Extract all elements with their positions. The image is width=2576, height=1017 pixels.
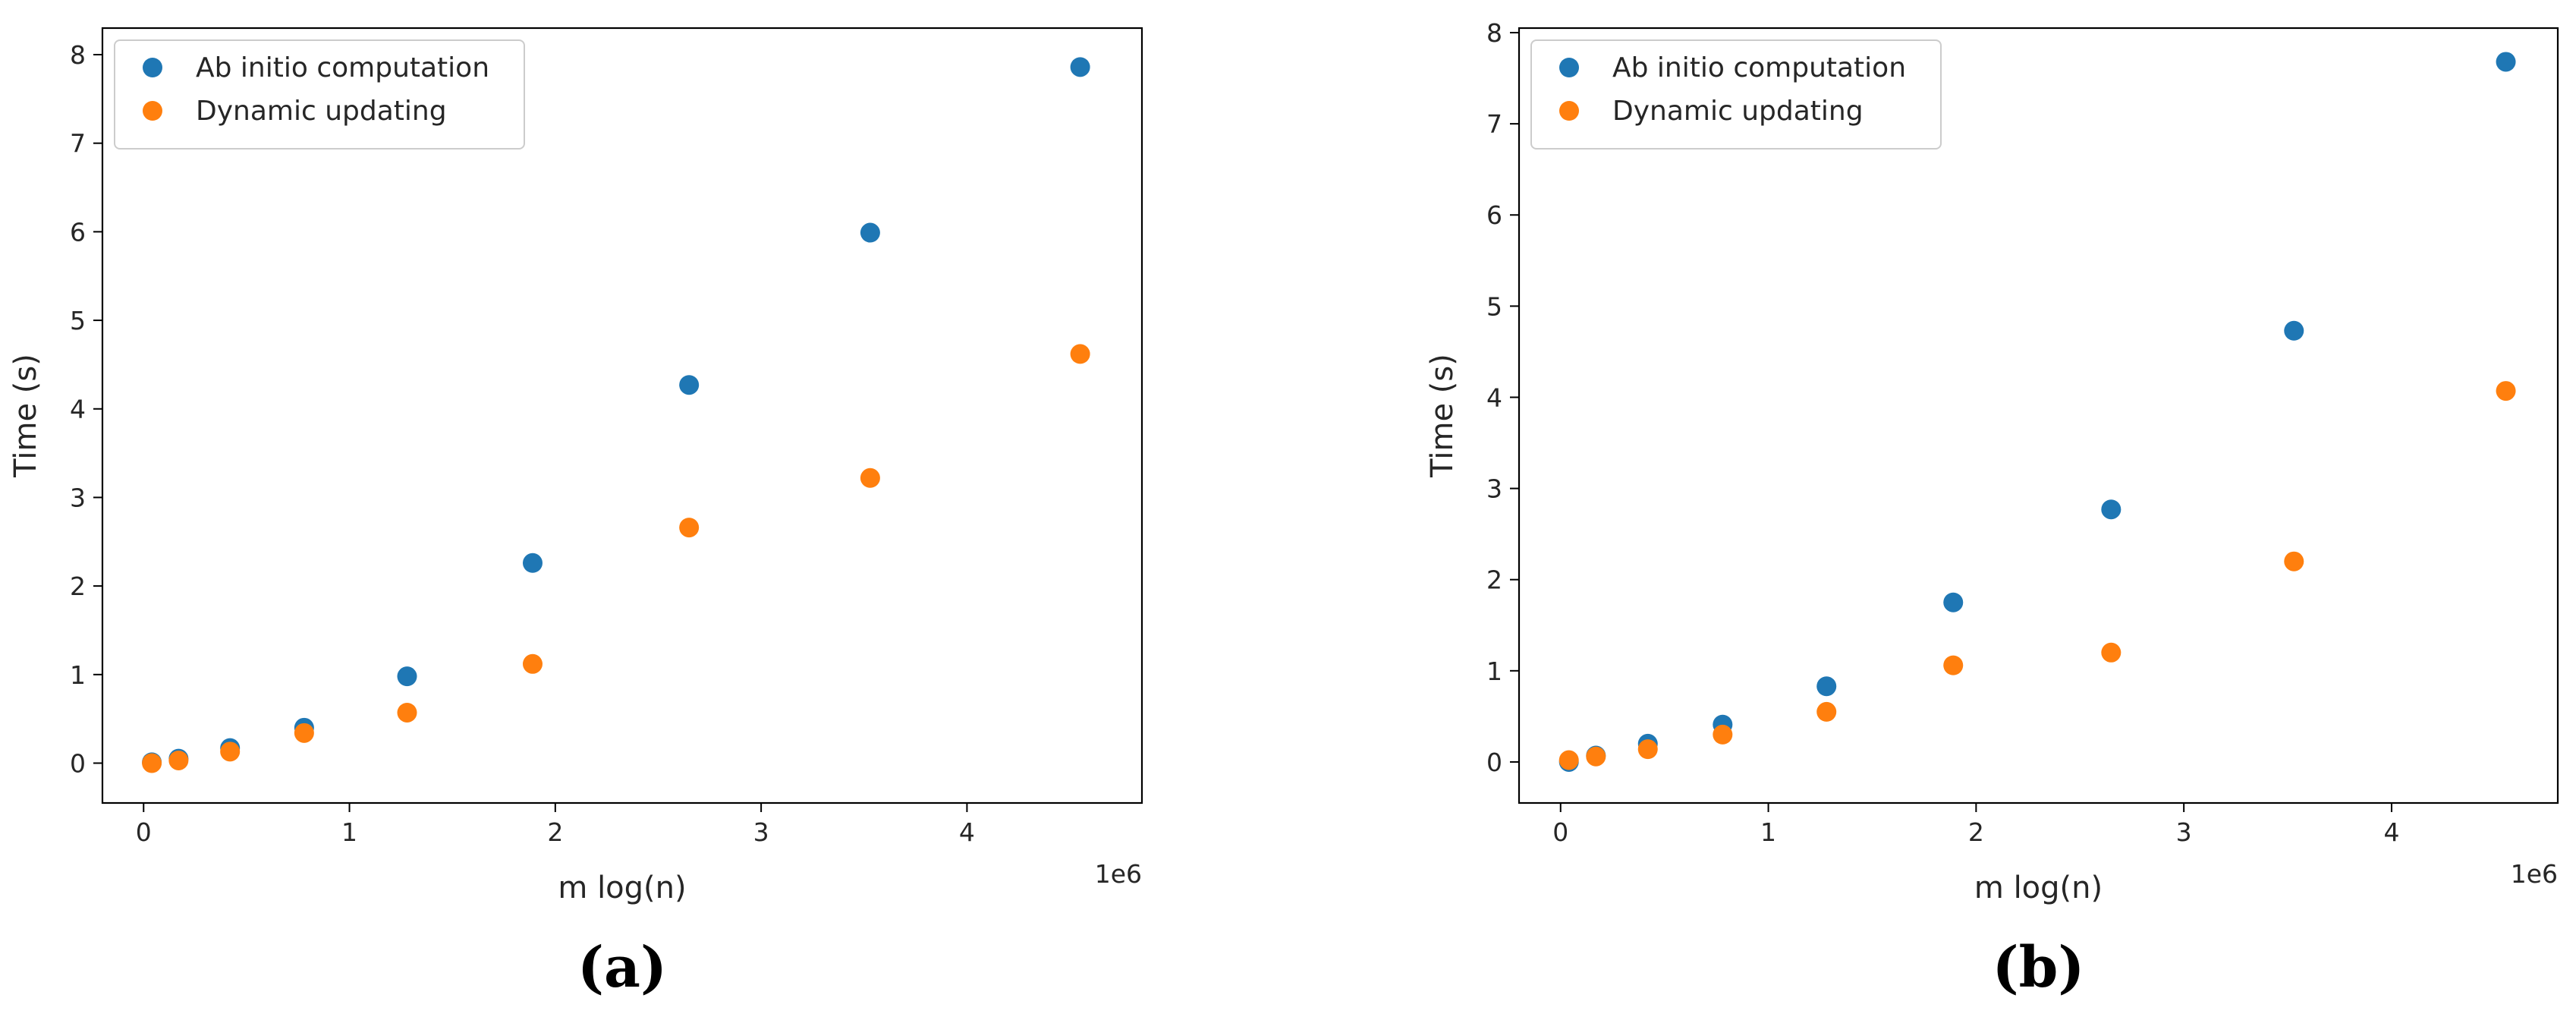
y-tick-label: 1 bbox=[1486, 656, 1502, 686]
legend-box bbox=[1530, 39, 1942, 150]
y-tick-label: 6 bbox=[70, 217, 86, 247]
x-tick-label: 2 bbox=[547, 817, 563, 847]
data-point-ab-initio bbox=[2284, 320, 2304, 341]
legend-entry: Ab initio computation bbox=[196, 52, 489, 83]
x-tick-label: 1 bbox=[341, 817, 357, 847]
y-tick-label: 7 bbox=[70, 129, 86, 159]
panel-label: (b) bbox=[1993, 935, 2085, 1000]
data-point-ab-initio bbox=[1943, 592, 1964, 612]
y-tick-label: 3 bbox=[1486, 474, 1502, 504]
y-tick-label: 5 bbox=[70, 306, 86, 335]
y-tick-label: 3 bbox=[70, 483, 86, 512]
y-tick-label: 8 bbox=[1486, 18, 1502, 48]
legend: Ab initio computation Dynamic updating bbox=[114, 39, 525, 150]
data-point-dynamic-updating bbox=[1558, 750, 1579, 770]
data-point-ab-initio bbox=[2496, 52, 2516, 72]
plot-frame bbox=[1518, 27, 2559, 804]
data-point-dynamic-updating bbox=[522, 653, 543, 674]
y-tick-label: 2 bbox=[70, 571, 86, 601]
data-point-dynamic-updating bbox=[397, 702, 417, 723]
chart-panel-b: 0 1 2 3 4 0 1 2 3 4 5 6 7 8 1e6 m log(n) Time (s) Ab init… bbox=[1425, 18, 2559, 1000]
legend-marker bbox=[143, 101, 162, 121]
data-point-ab-initio bbox=[1070, 57, 1090, 77]
data-point-ab-initio bbox=[522, 553, 543, 573]
y-tick-label: 5 bbox=[1486, 291, 1502, 321]
panel-label: (a) bbox=[577, 935, 667, 1000]
data-point-dynamic-updating bbox=[220, 741, 241, 762]
y-tick-label: 1 bbox=[70, 660, 86, 690]
data-point-ab-initio bbox=[2101, 499, 2122, 520]
x-tick-label: 0 bbox=[136, 817, 152, 847]
data-point-dynamic-updating bbox=[168, 750, 189, 770]
data-point-dynamic-updating bbox=[1586, 746, 1606, 767]
x-tick-label: 4 bbox=[959, 817, 975, 847]
data-point-dynamic-updating bbox=[1816, 701, 1837, 722]
legend-box bbox=[114, 39, 525, 150]
y-tick-label: 0 bbox=[1486, 748, 1502, 777]
data-point-ab-initio bbox=[1816, 676, 1837, 697]
x-offset-label: 1e6 bbox=[1095, 859, 1142, 889]
data-point-dynamic-updating bbox=[679, 518, 700, 538]
data-point-dynamic-updating bbox=[2284, 551, 2304, 571]
data-point-dynamic-updating bbox=[1637, 739, 1658, 760]
y-tick-label: 4 bbox=[70, 395, 86, 424]
x-tick-label: 0 bbox=[1552, 817, 1568, 847]
y-axis-label: Time (s) bbox=[8, 354, 43, 478]
y-tick-label: 7 bbox=[1486, 109, 1502, 139]
data-point-ab-initio bbox=[860, 222, 880, 243]
legend: Ab initio computation Dynamic updating bbox=[1530, 39, 1942, 150]
data-point-dynamic-updating bbox=[142, 753, 162, 773]
data-point-dynamic-updating bbox=[1943, 655, 1964, 675]
y-tick-label: 8 bbox=[70, 40, 86, 70]
legend-entry: Dynamic updating bbox=[1612, 96, 1864, 127]
legend-marker bbox=[1559, 58, 1579, 77]
legend-entry: Dynamic updating bbox=[196, 96, 447, 127]
data-point-dynamic-updating bbox=[294, 723, 314, 743]
x-axis-label: m log(n) bbox=[558, 871, 686, 905]
legend-entry: Ab initio computation bbox=[1612, 52, 1906, 83]
x-tick-label: 4 bbox=[2383, 817, 2399, 847]
data-point-dynamic-updating bbox=[860, 468, 880, 488]
x-tick-label: 3 bbox=[2176, 817, 2192, 847]
y-tick-label: 6 bbox=[1486, 200, 1502, 230]
y-axis-label: Time (s) bbox=[1425, 354, 1460, 478]
data-point-ab-initio bbox=[397, 666, 417, 687]
data-point-dynamic-updating bbox=[2101, 642, 2122, 663]
y-tick-label: 4 bbox=[1486, 383, 1502, 412]
y-tick-label: 0 bbox=[70, 748, 86, 778]
data-point-dynamic-updating bbox=[2496, 381, 2516, 401]
x-tick-label: 2 bbox=[1968, 817, 1984, 847]
x-tick-label: 1 bbox=[1760, 817, 1776, 847]
legend-marker bbox=[1559, 101, 1579, 121]
chart-panel-a: 0 1 2 3 4 0 1 2 3 4 5 6 7 8 1e6 m log(n) Time (s) Ab init… bbox=[8, 27, 1143, 1000]
data-point-ab-initio bbox=[679, 375, 700, 395]
data-point-dynamic-updating bbox=[1713, 724, 1733, 745]
x-offset-label: 1e6 bbox=[2511, 859, 2558, 889]
data-point-dynamic-updating bbox=[1070, 344, 1090, 364]
y-tick-label: 2 bbox=[1486, 565, 1502, 595]
plot-frame bbox=[101, 27, 1143, 804]
x-tick-label: 3 bbox=[753, 817, 769, 847]
x-axis-label: m log(n) bbox=[1974, 871, 2103, 905]
legend-marker bbox=[143, 58, 162, 77]
